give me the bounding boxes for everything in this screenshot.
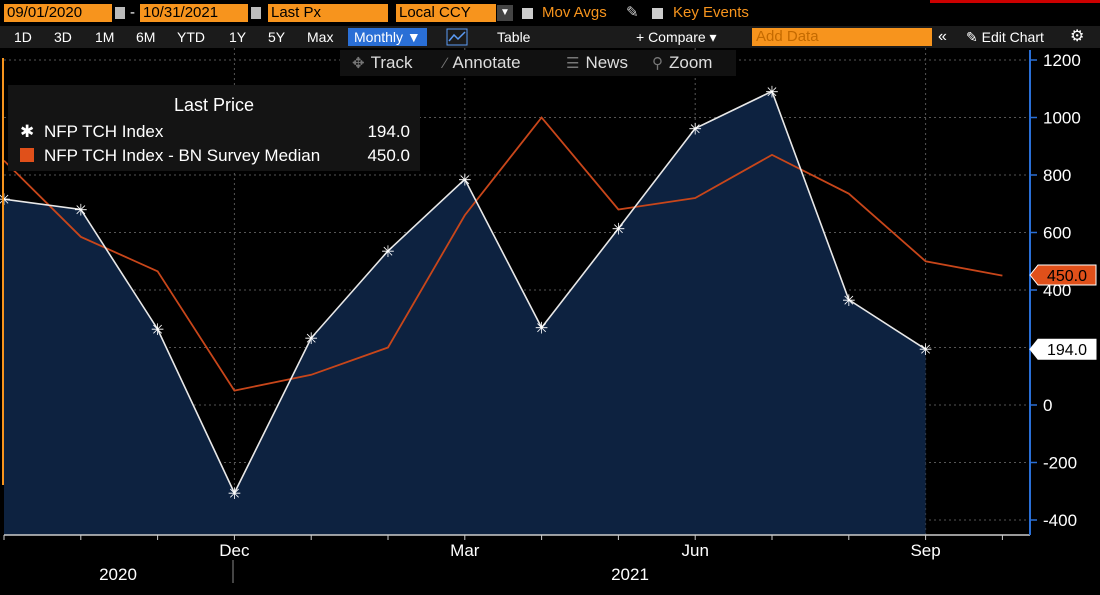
key-events-label[interactable]: Key Events bbox=[673, 4, 749, 21]
data-point-marker: ✳ bbox=[381, 242, 394, 261]
legend-title: Last Price bbox=[173, 95, 255, 115]
calendar-icon[interactable] bbox=[115, 7, 125, 19]
median-last-value-tag-bg bbox=[1029, 264, 1097, 286]
red-accent-line bbox=[930, 0, 1100, 3]
data-point-marker: ✳ bbox=[74, 201, 87, 220]
collapse-icon[interactable]: « bbox=[938, 28, 947, 45]
news-icon: ☰ bbox=[566, 55, 580, 72]
range-ytd[interactable]: YTD bbox=[177, 29, 205, 45]
legend: Last Price ✱ NFP TCH Index 194.0 NFP TCH … bbox=[8, 85, 420, 171]
annotate-tool[interactable]: ∕ Annotate bbox=[444, 53, 521, 74]
data-point-marker: ✳ bbox=[0, 190, 11, 209]
y-tick-label: -200 bbox=[1043, 454, 1077, 473]
annotate-label: Annotate bbox=[452, 53, 521, 72]
median-last-value-tag: 450.0 bbox=[1029, 264, 1097, 286]
range-1m[interactable]: 1M bbox=[95, 29, 115, 45]
start-date-field[interactable]: 09/01/2020 bbox=[4, 4, 112, 22]
y-tick-label: 600 bbox=[1043, 224, 1071, 243]
legend-value: 194.0 bbox=[367, 122, 410, 141]
edit-chart-button[interactable]: ✎ Edit Chart bbox=[966, 29, 1044, 45]
date-separator: - bbox=[130, 4, 135, 21]
year-label: 2020 bbox=[99, 565, 137, 584]
actual-series-line bbox=[3, 90, 927, 495]
chart-tools: ✥ Track ∕ Annotate ☰ News ⚲ Zoom bbox=[340, 50, 736, 76]
mov-avgs-checkbox[interactable] bbox=[522, 8, 533, 19]
news-tool[interactable]: ☰ News bbox=[566, 53, 628, 74]
y-tick-label: 1200 bbox=[1043, 51, 1081, 70]
legend-series-name: NFP TCH Index - BN Survey Median bbox=[44, 146, 321, 165]
legend-item-actual[interactable]: ✱ NFP TCH Index bbox=[20, 122, 163, 142]
mov-avgs-label[interactable]: Mov Avgs bbox=[542, 4, 607, 21]
legend-item-median[interactable]: NFP TCH Index - BN Survey Median bbox=[20, 146, 320, 166]
year-label: 2021 bbox=[611, 565, 649, 584]
zoom-label: Zoom bbox=[669, 53, 713, 72]
x-tick-label: Sep bbox=[910, 541, 940, 560]
legend-series-name: NFP TCH Index bbox=[44, 122, 164, 141]
compare-button[interactable]: + Compare ▾ bbox=[636, 29, 717, 45]
data-point-marker: ✳ bbox=[151, 320, 164, 339]
search-icon: ⚲ bbox=[652, 55, 663, 72]
annotate-icon: ∕ bbox=[444, 55, 447, 72]
range-3d[interactable]: 3D bbox=[54, 29, 72, 45]
field-select[interactable]: Last Px bbox=[268, 4, 388, 22]
top-toolbar: 09/01/2020 - 10/31/2021 Last Px Local CC… bbox=[0, 0, 1100, 26]
y-tick-label: 400 bbox=[1043, 281, 1071, 300]
y-tick-label: 1000 bbox=[1043, 109, 1081, 128]
legend-value: 450.0 bbox=[367, 146, 410, 165]
actual-last-value-tag-text: 194.0 bbox=[1047, 342, 1087, 359]
actual-last-value-tag-bg bbox=[1029, 338, 1097, 360]
y-tick-label: 800 bbox=[1043, 166, 1071, 185]
actual-last-value-tag: 194.0 bbox=[1029, 338, 1097, 360]
y-tick-label: -400 bbox=[1043, 511, 1077, 530]
range-max[interactable]: Max bbox=[307, 29, 334, 45]
data-point-marker: ✳ bbox=[612, 219, 625, 238]
color-swatch-icon bbox=[20, 148, 34, 162]
table-button[interactable]: Table bbox=[497, 29, 531, 45]
area-fill bbox=[4, 91, 926, 536]
data-point-marker: ✳ bbox=[765, 82, 778, 101]
calendar-icon[interactable] bbox=[251, 7, 261, 19]
track-tool[interactable]: ✥ Track bbox=[352, 53, 412, 74]
gear-icon[interactable]: ⚙ bbox=[1070, 28, 1085, 45]
crosshair-icon: ✥ bbox=[352, 55, 365, 72]
x-tick-label: Mar bbox=[450, 541, 480, 560]
data-point-marker: ✳ bbox=[535, 319, 548, 338]
chevron-down-icon[interactable]: ▼ bbox=[497, 5, 513, 21]
median-series-line bbox=[3, 116, 1003, 392]
x-tick-label: Dec bbox=[219, 541, 250, 560]
y-tick-label: 0 bbox=[1043, 396, 1052, 415]
range-toolbar: 1D 3D 1M 6M YTD 1Y 5Y Max Monthly ▼ Tabl… bbox=[0, 26, 1100, 48]
data-point-marker: ✳ bbox=[228, 484, 241, 503]
data-point-marker: ✳ bbox=[688, 119, 701, 138]
currency-select[interactable]: Local CCY bbox=[396, 4, 496, 22]
zoom-tool[interactable]: ⚲ Zoom bbox=[652, 53, 712, 74]
range-6m[interactable]: 6M bbox=[136, 29, 156, 45]
x-tick-label: Jun bbox=[681, 541, 708, 560]
track-label: Track bbox=[370, 53, 413, 72]
key-events-checkbox[interactable] bbox=[652, 8, 663, 19]
pencil-icon[interactable]: ✎ bbox=[626, 4, 639, 21]
end-date-field[interactable]: 10/31/2021 bbox=[140, 4, 248, 22]
period-select[interactable]: Monthly ▼ bbox=[348, 28, 427, 46]
range-1y[interactable]: 1Y bbox=[229, 29, 247, 45]
data-point-marker: ✳ bbox=[842, 291, 855, 310]
line-chart-icon[interactable] bbox=[446, 28, 472, 46]
add-data-input[interactable]: Add Data bbox=[752, 28, 932, 46]
news-label: News bbox=[585, 53, 628, 72]
star-marker-icon: ✱ bbox=[20, 122, 35, 141]
median-last-value-tag-text: 450.0 bbox=[1047, 268, 1087, 285]
data-point-marker: ✳ bbox=[458, 170, 471, 189]
range-5y[interactable]: 5Y bbox=[268, 29, 286, 45]
range-1d[interactable]: 1D bbox=[14, 29, 32, 45]
data-point-marker: ✳ bbox=[919, 340, 932, 359]
data-point-marker: ✳ bbox=[304, 329, 317, 348]
